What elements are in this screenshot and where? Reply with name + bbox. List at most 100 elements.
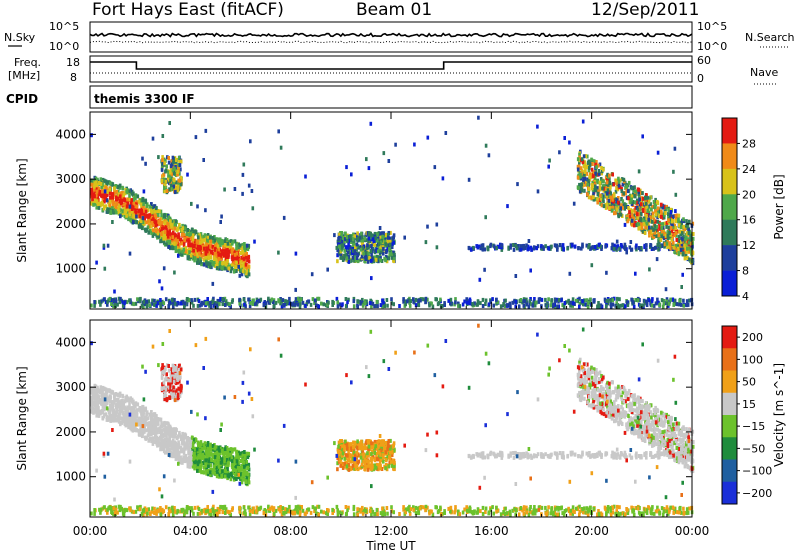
echo-cell — [656, 229, 659, 234]
echo-cell — [654, 209, 657, 214]
echo-cell — [495, 246, 498, 251]
echo-cell — [364, 257, 368, 261]
echo-cell — [379, 303, 383, 308]
echo-cell — [547, 297, 550, 302]
echo-cell — [229, 239, 233, 244]
echo-cell — [586, 154, 589, 159]
echo-cell — [108, 297, 111, 302]
echo-cell — [683, 243, 686, 248]
echo-cell — [404, 299, 407, 304]
echo-cell — [233, 252, 237, 257]
echo-cell — [170, 298, 174, 303]
echo-cell — [657, 247, 660, 252]
echo-cell — [257, 298, 261, 303]
echo-cell — [203, 244, 207, 249]
echo-cell — [194, 230, 198, 235]
echo-cell — [136, 422, 140, 427]
echo-cell — [119, 214, 122, 219]
echo-cell — [689, 298, 693, 303]
echo-cell — [122, 410, 125, 415]
echo-cell — [637, 246, 641, 250]
echo-cell — [176, 234, 180, 239]
echo-cell — [373, 304, 376, 309]
echo-cell — [187, 243, 190, 248]
echo-cell — [354, 258, 358, 263]
echo-cell — [228, 456, 231, 461]
echo-cell — [346, 238, 349, 243]
echo-cell — [676, 243, 680, 248]
echo-cell — [639, 211, 643, 216]
echo-cell — [347, 259, 351, 264]
echo-cell — [481, 243, 485, 248]
echo-cell — [600, 166, 603, 170]
echo-cell — [151, 205, 155, 209]
echo-cell — [604, 190, 607, 195]
echo-cell — [675, 248, 678, 253]
echo-cell — [99, 302, 102, 307]
echo-cell — [95, 189, 99, 194]
echo-cell — [687, 240, 691, 245]
echo-cell — [223, 266, 227, 271]
echo-cell — [657, 214, 661, 219]
echo-cell — [381, 231, 384, 236]
echo-cell — [665, 297, 669, 302]
echo-cell — [177, 248, 181, 253]
echo-cell — [316, 296, 319, 301]
echo-cell — [206, 300, 210, 305]
echo-cell — [682, 217, 685, 222]
echo-cell — [390, 297, 393, 302]
echo-cell — [345, 234, 349, 239]
echo-cell — [215, 266, 219, 271]
echo-cell — [218, 302, 221, 307]
echo-cell — [142, 202, 145, 207]
echo-cell — [300, 297, 303, 302]
echo-cell — [152, 217, 155, 222]
echo-cell — [370, 243, 373, 248]
echo-cell — [414, 297, 418, 302]
echo-cell — [686, 246, 689, 251]
echo-cell — [213, 256, 216, 261]
echo-cell — [605, 180, 609, 185]
echo-cell — [237, 248, 241, 252]
beam-label: Beam 01 — [356, 0, 433, 20]
echo-cell — [650, 204, 654, 209]
echo-cell — [489, 299, 493, 304]
echo-cell — [350, 240, 353, 245]
echo-cell — [682, 252, 685, 257]
echo-cell — [424, 300, 427, 305]
echo-cell — [205, 263, 208, 268]
echo-cell — [279, 145, 283, 150]
echo-cell — [422, 297, 425, 302]
echo-cell — [121, 185, 124, 190]
echo-cell — [168, 231, 171, 236]
echo-cell — [198, 303, 202, 308]
echo-cell — [91, 182, 94, 187]
echo-cell — [648, 225, 651, 230]
echo-cell — [685, 234, 688, 239]
echo-cell — [426, 224, 429, 229]
echo-cell — [523, 299, 527, 304]
echo-cell — [404, 302, 407, 307]
echo-cell — [654, 197, 657, 202]
echo-cell — [160, 286, 164, 291]
echo-cell — [167, 304, 170, 309]
echo-cell — [617, 183, 621, 188]
echo-cell — [651, 214, 655, 219]
echo-cell — [672, 240, 675, 245]
echo-cell — [365, 246, 369, 250]
echo-cell — [645, 204, 648, 209]
echo-cell — [681, 237, 684, 242]
echo-cell — [171, 245, 174, 250]
echo-cell — [153, 204, 156, 209]
echo-cell — [669, 215, 673, 220]
echo-cell — [169, 183, 173, 188]
noise-tick-high: 10^5 — [49, 20, 79, 33]
echo-cell — [454, 297, 457, 302]
echo-cell — [654, 206, 657, 211]
echo-cell — [246, 257, 250, 262]
echo-cell — [301, 300, 305, 305]
echo-cell — [294, 287, 297, 292]
echo-cell — [116, 404, 119, 409]
echo-cell — [206, 441, 210, 445]
echo-cell — [128, 212, 131, 217]
